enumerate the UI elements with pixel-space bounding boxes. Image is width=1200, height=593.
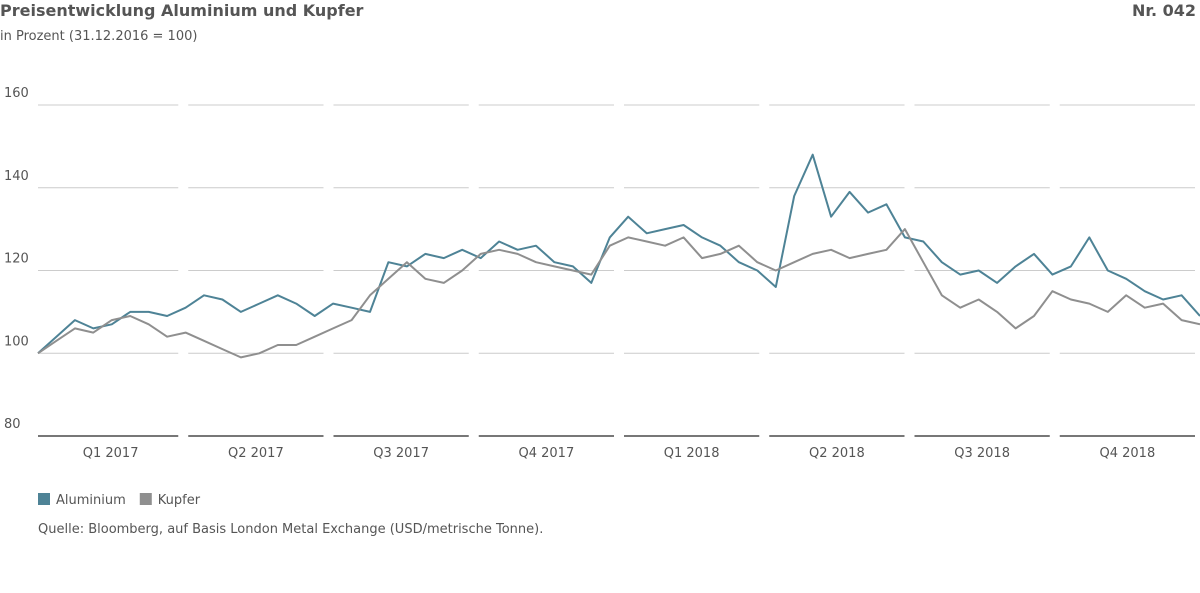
source: Quelle: Bloomberg, auf Basis London Meta… [38,522,543,537]
y-tick-label: 80 [4,417,21,432]
line-series [37,228,1200,359]
legend-swatch [38,493,50,505]
x-tick-label: Q1 2017 [83,446,139,461]
x-tick-label: Q3 2018 [954,446,1010,461]
legend-label: Kupfer [158,493,201,508]
x-tick-label: Q3 2017 [373,446,429,461]
line-series [37,153,1200,355]
x-tick-label: Q2 2017 [228,446,284,461]
y-tick-label: 160 [4,86,29,101]
legend-label: Aluminium [56,493,126,508]
chart-title: Preisentwicklung Aluminium und Kupfer [0,1,364,20]
chart-number: Nr. 042 [1132,1,1196,20]
chart-subtitle: in Prozent (31.12.2016 = 100) [0,29,197,44]
legend-swatch [139,493,152,505]
y-tick-label: 140 [4,169,29,184]
x-tick-label: Q4 2018 [1100,446,1156,461]
y-tick-label: 120 [4,252,29,267]
x-tick-label: Q4 2017 [519,446,575,461]
x-tick-label: Q1 2018 [664,446,720,461]
x-tick-label: Q2 2018 [809,446,865,461]
y-tick-label: 100 [4,334,29,349]
